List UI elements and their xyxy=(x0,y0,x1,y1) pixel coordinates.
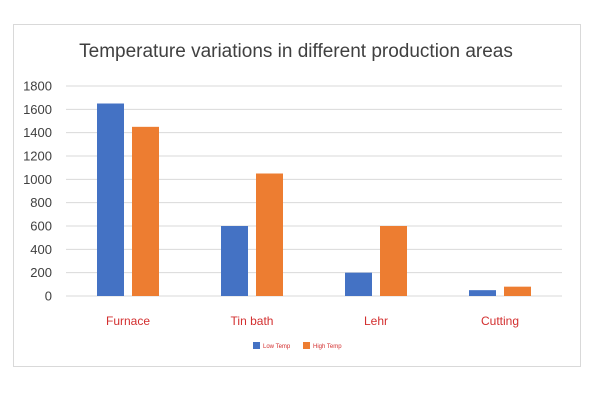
bar-low-temp-cutting xyxy=(469,290,496,296)
y-tick-label: 600 xyxy=(30,219,52,234)
bar-low-temp-lehr xyxy=(345,272,372,296)
category-label: Tin bath xyxy=(231,314,274,328)
category-label: Lehr xyxy=(364,314,388,328)
bar-low-temp-furnace xyxy=(97,103,124,296)
bars xyxy=(97,103,531,296)
y-tick-label: 200 xyxy=(30,265,52,280)
chart-title: Temperature variations in different prod… xyxy=(79,41,513,62)
legend: Low Temp High Temp xyxy=(253,342,342,350)
bar-low-temp-tin-bath xyxy=(221,226,248,296)
y-tick-label: 1000 xyxy=(23,172,52,187)
legend-label: Low Temp xyxy=(263,344,291,350)
y-tick-label: 1600 xyxy=(23,102,52,117)
y-tick-label: 1800 xyxy=(23,79,52,94)
y-tick-label: 800 xyxy=(30,195,52,210)
category-label: Furnace xyxy=(106,314,150,328)
y-tick-label: 400 xyxy=(30,242,52,257)
x-axis-category-labels: Furnace Tin bath Lehr Cutting xyxy=(106,314,519,328)
y-tick-label: 1200 xyxy=(23,149,52,164)
legend-swatch xyxy=(303,342,310,349)
y-tick-label: 0 xyxy=(45,289,52,304)
legend-swatch xyxy=(253,342,260,349)
category-label: Cutting xyxy=(481,314,519,328)
y-tick-label: 1400 xyxy=(23,125,52,140)
bar-high-temp-lehr xyxy=(380,226,407,296)
y-axis-tick-labels: 0 200 400 600 800 1000 1200 1400 1600 1800 xyxy=(23,79,52,304)
bar-high-temp-tin-bath xyxy=(256,173,283,296)
legend-label: High Temp xyxy=(313,344,342,350)
bar-high-temp-cutting xyxy=(504,286,531,296)
bar-high-temp-furnace xyxy=(132,126,159,296)
